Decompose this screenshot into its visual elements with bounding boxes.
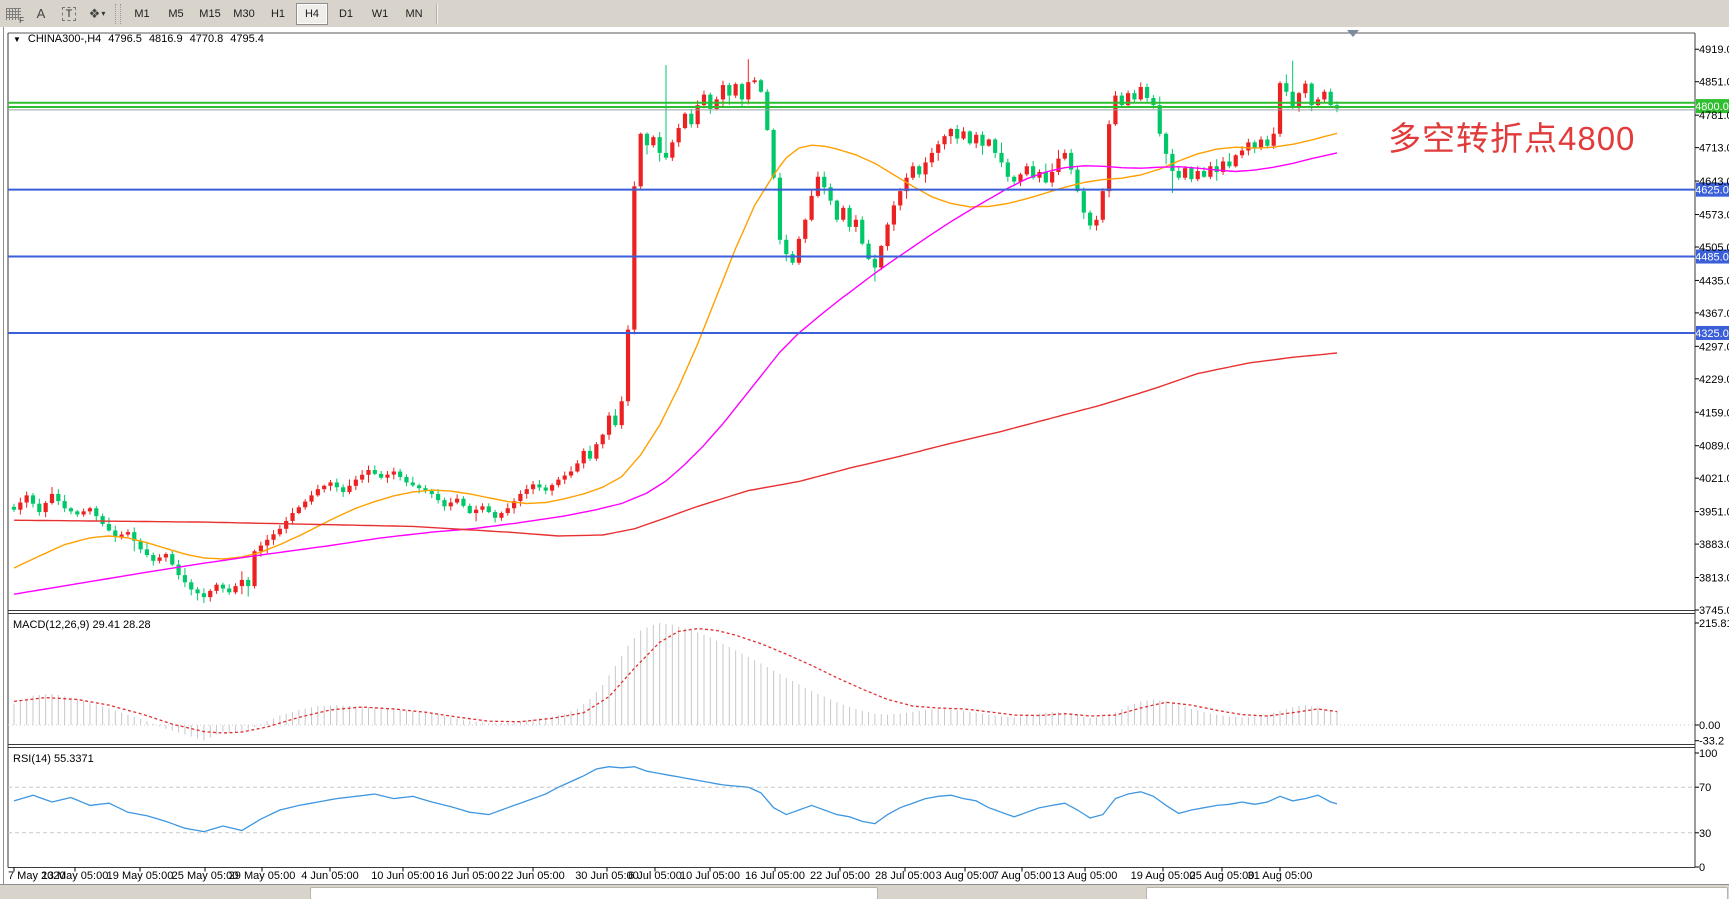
- svg-text:3 Aug 05:00: 3 Aug 05:00: [936, 870, 995, 882]
- svg-text:4713.0: 4713.0: [1699, 143, 1729, 155]
- svg-text:16 Jul 05:00: 16 Jul 05:00: [745, 870, 805, 882]
- svg-text:-33.2: -33.2: [1699, 736, 1724, 748]
- svg-text:6 Jul 05:00: 6 Jul 05:00: [628, 870, 682, 882]
- tf-button-h1[interactable]: H1: [270, 7, 286, 20]
- svg-text:4625.0: 4625.0: [1695, 185, 1729, 197]
- grid-f-label: F: [19, 15, 24, 25]
- svg-text:29 May 05:00: 29 May 05:00: [229, 870, 296, 882]
- svg-text:25 May 05:00: 25 May 05:00: [172, 870, 239, 882]
- bottom-bar-segment[interactable]: [1146, 887, 1728, 899]
- svg-text:3745.0: 3745.0: [1699, 605, 1729, 617]
- ohlc-close: 4795.4: [230, 33, 264, 45]
- svg-text:22 Jul 05:00: 22 Jul 05:00: [810, 870, 870, 882]
- svg-text:4781.0: 4781.0: [1699, 110, 1729, 122]
- rsi-layer: [8, 766, 1695, 834]
- svg-text:3813.0: 3813.0: [1699, 573, 1729, 585]
- moving-averages-layer: [13, 132, 1338, 595]
- dropdown-arrow-icon: ▾: [101, 9, 106, 18]
- svg-text:28 Jul 05:00: 28 Jul 05:00: [875, 870, 935, 882]
- svg-text:4505.0: 4505.0: [1699, 242, 1729, 254]
- text-box-icon[interactable]: T: [56, 3, 82, 25]
- rsi-label: RSI(14) 55.3371: [13, 753, 94, 765]
- svg-text:10 Jun 05:00: 10 Jun 05:00: [371, 870, 435, 882]
- ohlc-high: 4816.9: [148, 33, 183, 45]
- drawing-tool-icon[interactable]: ❖ ▾: [88, 5, 106, 21]
- tf-button-m5[interactable]: M5: [168, 7, 184, 20]
- svg-text:13 Aug 05:00: 13 Aug 05:00: [1053, 870, 1118, 882]
- candles-layer: [11, 59, 1340, 604]
- tf-button-mn[interactable]: MN: [405, 7, 423, 20]
- tf-button-w1[interactable]: W1: [371, 7, 389, 20]
- chart-canvas[interactable]: 4800.0 4625.0 4485.0 4325.0 4919.0 4851.0 4781…: [0, 27, 1729, 884]
- svg-text:31 Aug 05:00: 31 Aug 05:00: [1248, 870, 1313, 882]
- axes-layer[interactable]: 4800.0 4625.0 4485.0 4325.0 4919.0 4851.0 4781…: [8, 44, 1729, 882]
- chart-grid-f-icon[interactable]: F: [0, 3, 26, 25]
- svg-text:4021.0: 4021.0: [1699, 473, 1729, 485]
- tf-button-m30[interactable]: M30: [233, 7, 255, 20]
- svg-text:4800.0: 4800.0: [1695, 101, 1729, 113]
- svg-text:4919.0: 4919.0: [1699, 44, 1729, 56]
- symbol-dropdown-icon[interactable]: ▼: [13, 34, 21, 44]
- tf-button-h4[interactable]: H4: [296, 2, 328, 25]
- svg-text:70: 70: [1699, 782, 1711, 794]
- svg-text:4435.0: 4435.0: [1699, 275, 1729, 287]
- svg-text:4 Jun 05:00: 4 Jun 05:00: [301, 870, 359, 882]
- macd-label: MACD(12,26,9) 29.41 28.28: [13, 619, 151, 631]
- chart-shift-marker-icon[interactable]: [1347, 30, 1359, 37]
- ohlc-low: 4770.8: [189, 33, 224, 45]
- svg-text:7 Aug 05:00: 7 Aug 05:00: [993, 870, 1052, 882]
- svg-text:100: 100: [1699, 748, 1717, 760]
- toolbar: F A T ❖ ▾ M1 M5 M15 M30 H1 H4 D1 W1 MN: [0, 0, 1729, 28]
- svg-text:4325.0: 4325.0: [1695, 328, 1729, 340]
- svg-text:10 Jul 05:00: 10 Jul 05:00: [680, 870, 740, 882]
- ma-slow: [13, 352, 1338, 537]
- toolbar-separator: [436, 3, 438, 24]
- grid-dots-icon: [5, 7, 21, 20]
- svg-text:4229.0: 4229.0: [1699, 374, 1729, 386]
- chart-title: ▼ CHINA300-,H4 4796.5 4816.9 4770.8 4795…: [13, 33, 264, 45]
- svg-text:30: 30: [1699, 828, 1711, 840]
- bottom-bar: [0, 884, 1729, 899]
- svg-text:4159.0: 4159.0: [1699, 407, 1729, 419]
- rsi-line: [13, 766, 1338, 833]
- svg-text:4089.0: 4089.0: [1699, 441, 1729, 453]
- svg-text:215.81: 215.81: [1699, 618, 1729, 630]
- svg-text:22 Jun 05:00: 22 Jun 05:00: [501, 870, 565, 882]
- svg-text:4367.0: 4367.0: [1699, 308, 1729, 320]
- svg-text:16 Jun 05:00: 16 Jun 05:00: [436, 870, 500, 882]
- tf-button-d1[interactable]: D1: [338, 7, 354, 20]
- ma-fast: [13, 132, 1338, 569]
- tf-button-m15[interactable]: M15: [199, 7, 221, 20]
- chart-area: 4800.0 4625.0 4485.0 4325.0 4919.0 4851.0 4781…: [0, 27, 1729, 884]
- svg-text:30 Jun 05:00: 30 Jun 05:00: [575, 870, 639, 882]
- ohlc-open: 4796.5: [108, 33, 142, 45]
- macd-layer: [8, 623, 1695, 741]
- svg-text:25 Aug 05:00: 25 Aug 05:00: [1190, 870, 1255, 882]
- svg-text:13 May 05:00: 13 May 05:00: [42, 870, 109, 882]
- level-lines-layer[interactable]: [8, 101, 1695, 334]
- text-a-icon[interactable]: A: [36, 6, 46, 21]
- svg-text:4573.0: 4573.0: [1699, 210, 1729, 222]
- annotation-text: 多空转折点4800: [1388, 120, 1636, 157]
- svg-text:19 May 05:00: 19 May 05:00: [107, 870, 174, 882]
- svg-text:3951.0: 3951.0: [1699, 507, 1729, 519]
- svg-text:0: 0: [1699, 862, 1705, 874]
- svg-text:4643.0: 4643.0: [1699, 176, 1729, 188]
- svg-text:3883.0: 3883.0: [1699, 539, 1729, 551]
- bottom-bar-segment[interactable]: [310, 887, 878, 899]
- toolbar-grip[interactable]: [115, 3, 121, 24]
- svg-text:4485.0: 4485.0: [1695, 252, 1729, 264]
- svg-text:7 May 2020: 7 May 2020: [8, 870, 65, 882]
- svg-text:19 Aug 05:00: 19 Aug 05:00: [1131, 870, 1196, 882]
- svg-text:4297.0: 4297.0: [1699, 341, 1729, 353]
- svg-text:4851.0: 4851.0: [1699, 77, 1729, 89]
- symbol-period-label: CHINA300-,H4: [27, 33, 102, 45]
- ma-mid: [13, 152, 1338, 595]
- macd-signal-line: [13, 627, 1338, 734]
- tf-button-m1[interactable]: M1: [134, 7, 150, 20]
- svg-text:0.00: 0.00: [1699, 720, 1720, 732]
